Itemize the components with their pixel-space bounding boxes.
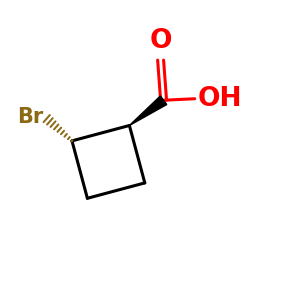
Text: O: O	[149, 28, 172, 54]
Text: OH: OH	[197, 86, 242, 112]
Polygon shape	[129, 96, 167, 125]
Text: Br: Br	[17, 107, 44, 127]
